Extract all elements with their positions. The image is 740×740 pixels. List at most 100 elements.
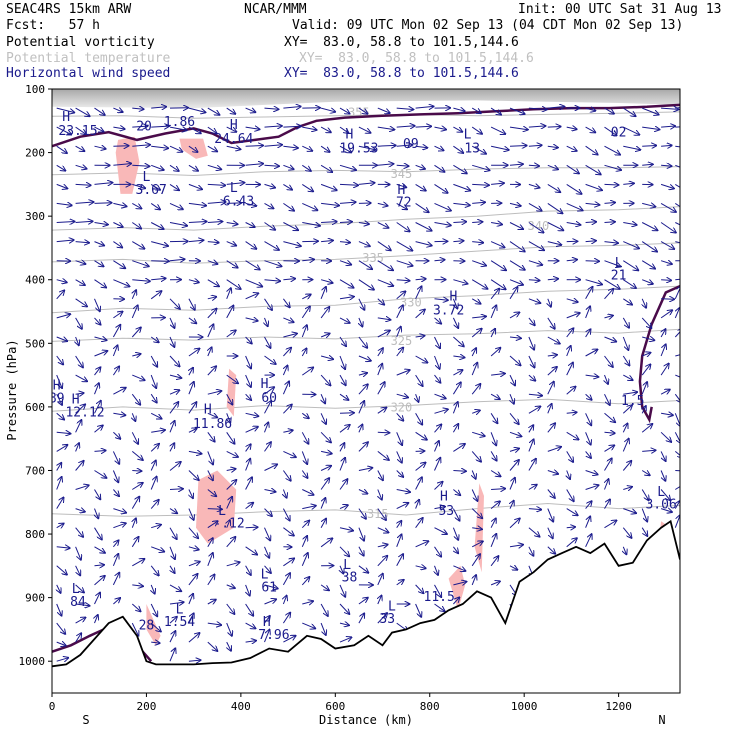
wind-vector: [528, 108, 547, 109]
wind-vector: [509, 313, 519, 319]
wind-vector: [434, 202, 451, 210]
wind-vector: [94, 367, 101, 376]
wind-vector: [226, 393, 233, 404]
wind-vector: [150, 444, 159, 452]
wind-vector: [75, 221, 93, 222]
wind-vector: [188, 317, 196, 323]
wind-vector: [490, 519, 496, 528]
wind-vector: [415, 310, 425, 319]
wind-vector: [566, 260, 577, 261]
wind-vector: [623, 298, 632, 305]
wind-vector: [434, 409, 448, 414]
wind-vector: [56, 432, 71, 433]
wind-vector: [282, 470, 290, 481]
wind-vector: [528, 260, 542, 265]
wind-vector: [642, 450, 655, 451]
wind-vector: [94, 183, 113, 185]
pv-extremum-label: 09: [403, 137, 419, 152]
wind-vector: [490, 393, 500, 399]
theta-contour-340: [52, 206, 680, 231]
wind-vector: [132, 184, 145, 188]
wind-vector: [377, 222, 389, 228]
wind-vector: [642, 279, 653, 284]
wind-vector: [641, 317, 651, 328]
wind-vector: [113, 489, 119, 497]
wind-vector: [94, 451, 106, 452]
wind-vector: [245, 241, 257, 249]
wind-vector: [283, 279, 295, 280]
wind-vector: [283, 636, 295, 643]
y-tick-label: 200: [25, 147, 45, 160]
wind-vector: [94, 593, 101, 605]
wind-vector: [490, 501, 500, 509]
wind-vector: [434, 527, 447, 534]
wind-vector: [169, 527, 177, 539]
forecast-hour: Fcst: 57 h: [6, 18, 100, 33]
wind-vector: [282, 382, 289, 395]
wind-vector: [245, 336, 252, 344]
wind-vector: [641, 364, 650, 376]
pv-extremum-label: L: [72, 582, 80, 597]
wind-vector: [585, 164, 601, 174]
pv-extremum-label: 24.64: [214, 132, 253, 147]
wind-vector: [320, 374, 330, 385]
wind-vector: [264, 401, 272, 414]
wind-vector: [264, 585, 278, 589]
wind-vector: [320, 413, 326, 424]
pv-extremum-label: L: [657, 485, 665, 500]
wind-vector: [132, 354, 140, 356]
wind-vector: [358, 298, 365, 310]
wind-vector: [170, 443, 174, 452]
wind-vector: [150, 565, 159, 576]
wind-vector: [56, 658, 68, 661]
wind-vector: [528, 184, 540, 187]
wind-vector: [320, 466, 331, 471]
wind-vector: [320, 584, 329, 590]
pv-extremum-label: 60: [261, 391, 277, 406]
wind-vector: [320, 145, 330, 152]
wind-vector: [528, 485, 537, 490]
theta-contour-330: [52, 285, 680, 314]
wind-vector: [245, 393, 252, 400]
wind-vector: [75, 420, 82, 433]
wind-vector: [302, 506, 316, 509]
wind-vector: [112, 573, 119, 586]
wind-vector: [585, 485, 599, 490]
wind-vector: [132, 471, 141, 472]
wind-vector: [415, 566, 426, 569]
wind-vector: [264, 145, 283, 147]
wind-vector: [264, 241, 279, 250]
wind-vector: [75, 404, 86, 414]
wind-vector: [245, 413, 259, 416]
pv-extremum-label: 3.72: [433, 304, 464, 319]
wind-vector: [169, 298, 180, 309]
wind-vector: [566, 538, 577, 548]
wind-vector: [396, 370, 410, 376]
wind-vector: [453, 336, 463, 346]
wind-vector: [245, 565, 251, 575]
wind-vector: [226, 622, 232, 636]
wind-vector: [188, 164, 198, 171]
wind-vector: [396, 394, 408, 397]
wind-vector: [75, 165, 87, 168]
pv-extremum-label: 1.54: [164, 615, 195, 630]
wind-vector: [358, 384, 368, 395]
wind-vector: [207, 279, 219, 287]
wind-vector: [207, 641, 218, 651]
wind-vector: [339, 546, 349, 557]
pv-extremum-label: 6.43: [223, 194, 254, 209]
wind-vector: [452, 382, 460, 395]
wind-vector: [642, 203, 655, 206]
wind-vector: [415, 183, 426, 190]
wind-vector: [264, 336, 271, 348]
wind-vector: [56, 412, 64, 419]
wind-vector: [75, 584, 84, 593]
theta-contour-label: 340: [528, 219, 550, 233]
wind-vector: [453, 183, 470, 190]
wind-vector: [264, 527, 271, 541]
wind-vector: [622, 317, 629, 328]
wind-vector: [623, 183, 634, 184]
theta-contour-label: 325: [391, 334, 413, 348]
wind-vector: [642, 298, 646, 308]
wind-vector: [188, 527, 198, 539]
